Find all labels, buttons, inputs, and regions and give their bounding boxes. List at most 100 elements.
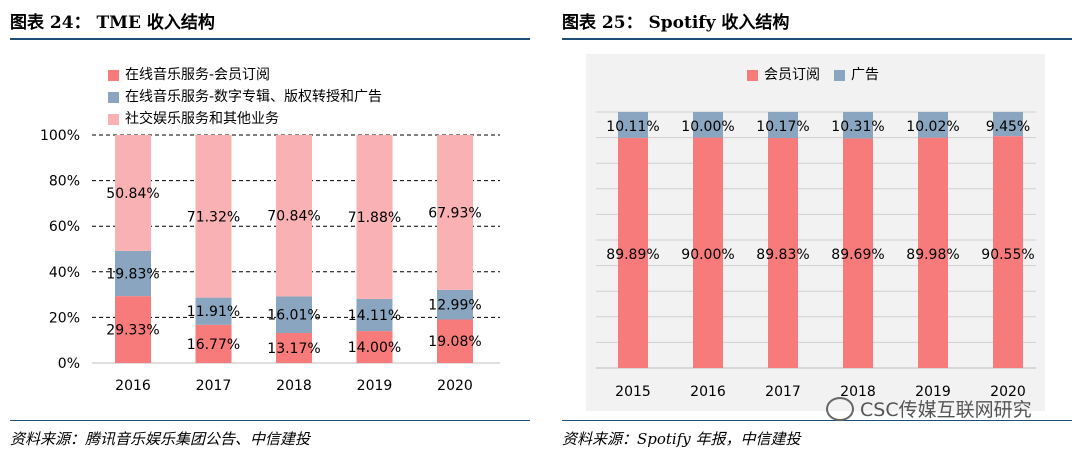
right-chart-title: 图表 25： Spotify 收入结构 (562, 13, 790, 33)
bar-segment (356, 135, 393, 299)
x-tick-label: 2019 (357, 378, 393, 394)
right-chart: 89.89% 10.11% 2015 90.00% 10.00% 2016 89.83% 10… (596, 111, 1036, 400)
x-tick-label: 2016 (115, 378, 151, 394)
bar-segment (276, 296, 312, 333)
bar-segment (356, 298, 393, 332)
right-title-rule (562, 38, 1072, 40)
bar-segment (768, 112, 798, 139)
bar-segment (618, 137, 648, 368)
legend-swatch-red (108, 69, 119, 81)
bar-segment (918, 112, 948, 138)
bar-segment (437, 289, 473, 320)
data-label: 14.11% (348, 308, 401, 324)
bar-segment (356, 331, 393, 363)
data-label: 50.84% (106, 186, 159, 202)
data-label: 70.84% (267, 209, 320, 225)
bar-segment (115, 135, 151, 251)
bar-segment (195, 297, 232, 325)
data-label: 19.08% (428, 334, 481, 350)
data-label: 89.83% (756, 247, 809, 263)
left-title-rule (10, 38, 530, 40)
bar-segment (918, 137, 948, 368)
bar-segment (276, 332, 312, 363)
bar-segment (115, 250, 151, 297)
bar-segment (993, 136, 1023, 368)
x-tick-label: 2016 (690, 384, 726, 400)
y-tick-label: 60% (49, 219, 80, 235)
left-legend-item: 社交娱乐服务和其他业务 (108, 108, 382, 130)
left-chart-title: 图表 24： TME 收入结构 (10, 13, 215, 33)
left-source: 资料来源：腾讯音乐娱乐集团公告、中信建投 (10, 430, 311, 448)
right-legend-item: 会员订阅 (747, 64, 820, 86)
x-tick-label: 2018 (840, 384, 876, 400)
bar-segment (437, 319, 473, 363)
data-label: 71.88% (348, 210, 401, 226)
y-tick-label: 40% (49, 265, 80, 281)
x-tick-label: 2020 (437, 378, 473, 394)
bar-segment (618, 112, 648, 138)
legend-swatch-pink (108, 113, 119, 125)
x-tick-label: 2019 (915, 384, 951, 400)
left-legend-label: 在线音乐服务-数字专辑、版权转授和广告 (125, 89, 383, 105)
left-legend-label: 在线音乐服务-会员订阅 (125, 67, 271, 83)
right-legend: 会员订阅 广告 (747, 64, 879, 86)
right-chart-background (586, 54, 1045, 411)
bar-segment (115, 296, 151, 363)
right-source-rule (562, 420, 1072, 421)
data-label: 89.69% (831, 247, 884, 263)
watermark: CSC传媒互联网研究 (826, 395, 1032, 422)
y-tick-label: 80% (49, 174, 80, 190)
left-source-rule (10, 420, 530, 421)
data-label: 16.77% (187, 337, 240, 353)
data-label: 14.00% (348, 340, 401, 356)
left-legend: 在线音乐服务-会员订阅 在线音乐服务-数字专辑、版权转授和广告 社交娱乐服务和其… (108, 64, 382, 130)
x-tick-label: 2017 (196, 378, 232, 394)
y-tick-label: 20% (49, 310, 80, 326)
data-label: 10.02% (906, 119, 959, 135)
bar-segment (843, 112, 873, 139)
data-label: 13.17% (267, 341, 320, 357)
watermark-text: CSC传媒互联网研究 (860, 399, 1032, 421)
left-legend-label: 社交娱乐服务和其他业务 (125, 111, 279, 127)
data-label: 12.99% (428, 298, 481, 314)
data-label: 11.91% (187, 304, 240, 320)
bar-segment (768, 138, 798, 368)
data-label: 89.98% (906, 247, 959, 263)
data-label: 16.01% (267, 308, 320, 324)
data-label: 10.17% (756, 119, 809, 135)
legend-swatch-red (747, 69, 758, 81)
data-label: 89.89% (606, 247, 659, 263)
bar-segment (195, 324, 232, 363)
bar-segment (693, 112, 723, 138)
y-tick-label: 100% (40, 128, 80, 144)
bar-segment (195, 135, 232, 298)
data-label: 67.93% (428, 205, 481, 221)
left-legend-item: 在线音乐服务-会员订阅 (108, 64, 382, 86)
left-chart: 0% 20% 40% 60% 80% 100% 29.33% 19.83% 50.84% 2016… (40, 128, 500, 394)
bar-segment (276, 134, 312, 297)
x-tick-label: 2015 (615, 384, 651, 400)
legend-swatch-blue (108, 91, 119, 103)
data-label: 9.45% (986, 119, 1030, 135)
right-legend-item: 广告 (834, 64, 879, 86)
right-legend-label: 会员订阅 (764, 67, 820, 83)
data-label: 71.32% (187, 209, 240, 225)
data-label: 29.33% (106, 323, 159, 339)
data-label: 19.83% (106, 267, 159, 283)
wechat-icon (826, 396, 854, 421)
data-label: 10.31% (831, 119, 884, 135)
data-label: 90.55% (981, 247, 1034, 263)
right-legend-label: 广告 (851, 67, 879, 83)
x-tick-label: 2018 (276, 378, 312, 394)
y-tick-label: 0% (58, 356, 80, 372)
bar-segment (993, 112, 1023, 137)
x-tick-label: 2020 (990, 384, 1026, 400)
right-source: 资料来源：Spotify 年报，中信建投 (562, 430, 801, 448)
bar-segment (843, 138, 873, 368)
x-tick-label: 2017 (765, 384, 801, 400)
legend-swatch-blue (834, 69, 845, 81)
bar-segment (693, 137, 723, 368)
data-label: 10.00% (681, 119, 734, 135)
data-label: 90.00% (681, 247, 734, 263)
left-legend-item: 在线音乐服务-数字专辑、版权转授和广告 (108, 86, 382, 108)
